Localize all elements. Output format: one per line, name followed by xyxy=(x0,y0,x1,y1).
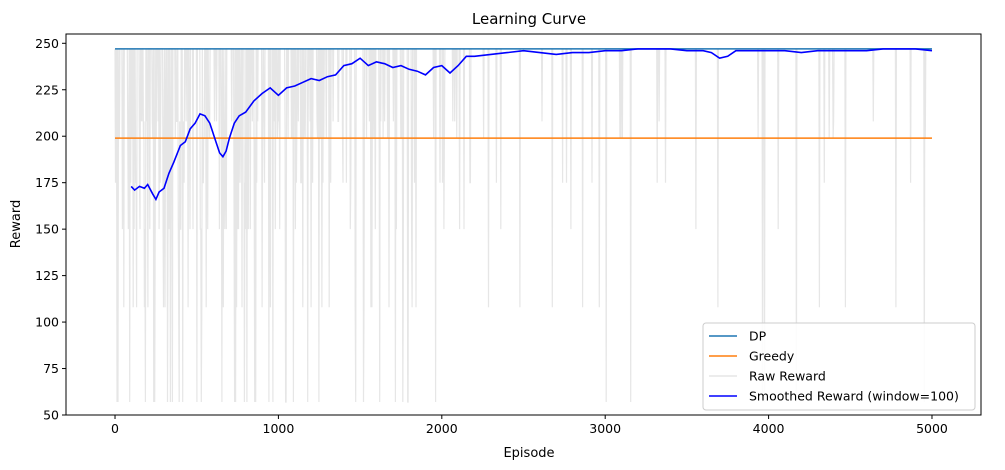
y-tick-label: 100 xyxy=(35,315,59,330)
y-tick-label: 150 xyxy=(35,222,59,237)
x-axis-label: Episode xyxy=(503,446,554,461)
x-tick-label: 2000 xyxy=(426,421,458,436)
legend-entry-label: Greedy xyxy=(749,349,795,364)
ticks-layer: 0 1000 2000 3000 4000 5000 50 75 100 125 150 175 200… xyxy=(35,36,948,436)
x-tick-label: 1000 xyxy=(263,421,295,436)
y-tick-label: 175 xyxy=(35,175,59,190)
y-tick-label: 125 xyxy=(35,268,59,283)
x-tick-label: 3000 xyxy=(589,421,621,436)
plot-layer xyxy=(114,48,933,403)
y-tick-label: 225 xyxy=(35,82,59,97)
x-tick-label: 4000 xyxy=(753,421,785,436)
y-axis-label: Reward xyxy=(9,200,24,248)
x-tick-label: 0 xyxy=(111,421,119,436)
legend-entry-label: Raw Reward xyxy=(749,369,826,384)
legend: DP Greedy Raw Reward Smoothed Reward (windo… xyxy=(702,322,976,411)
y-tick-label: 50 xyxy=(43,408,59,423)
legend-box xyxy=(702,322,976,411)
y-tick-label: 200 xyxy=(35,129,59,144)
chart-title: Learning Curve xyxy=(472,10,586,28)
y-tick-label: 75 xyxy=(43,361,59,376)
axes-frame xyxy=(65,33,982,416)
smoothed-reward-series xyxy=(130,48,933,202)
y-tick-label: 250 xyxy=(35,36,59,51)
legend-entry-label: Smoothed Reward (window=100) xyxy=(749,389,959,404)
legend-entry-label: DP xyxy=(749,329,767,344)
x-tick-label: 5000 xyxy=(916,421,948,436)
